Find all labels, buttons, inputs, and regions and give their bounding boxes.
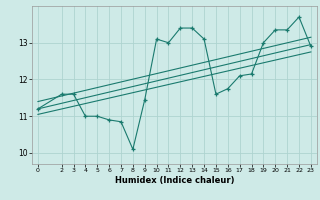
- X-axis label: Humidex (Indice chaleur): Humidex (Indice chaleur): [115, 176, 234, 185]
